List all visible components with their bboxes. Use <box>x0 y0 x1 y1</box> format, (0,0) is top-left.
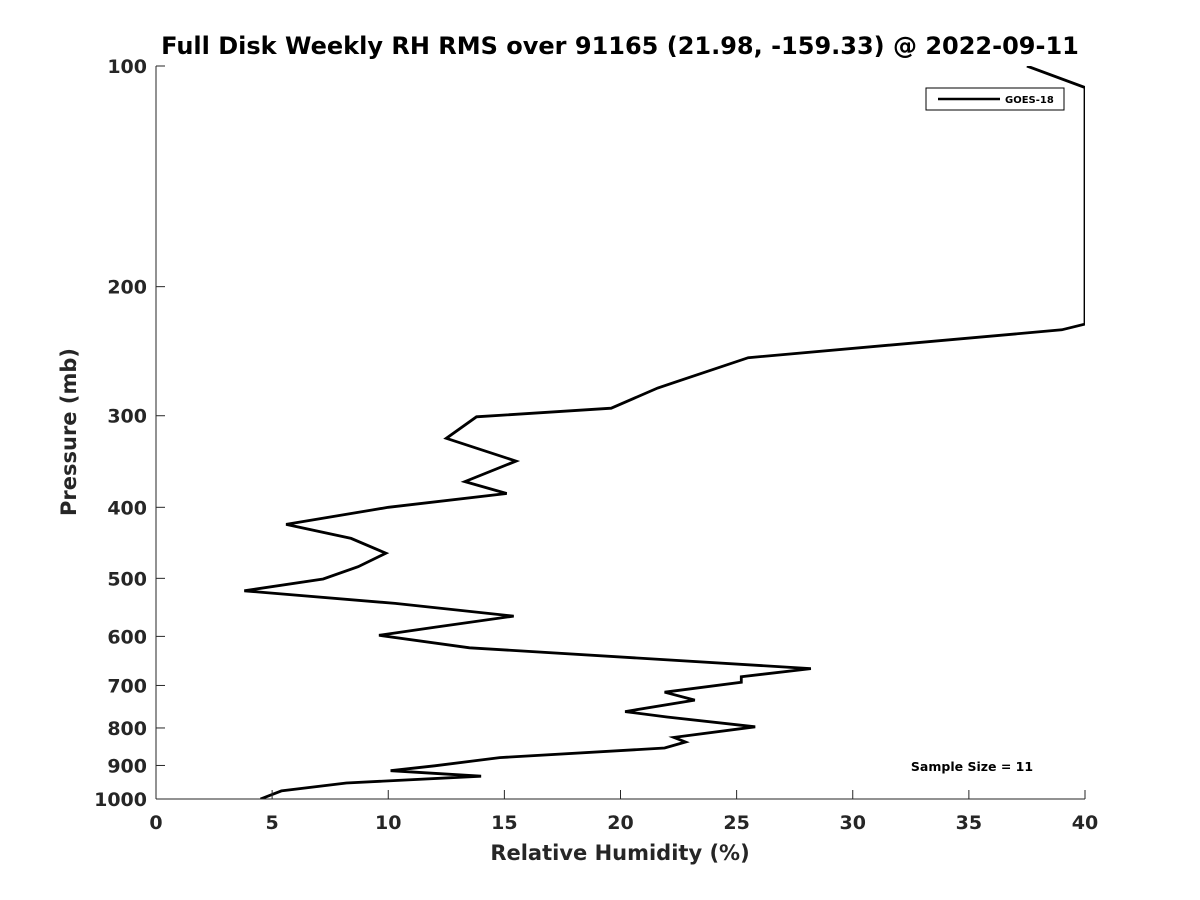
y-tick-label: 600 <box>107 626 147 648</box>
chart-title: Full Disk Weekly RH RMS over 91165 (21.9… <box>161 32 1079 60</box>
y-tick-label: 1000 <box>94 789 147 811</box>
y-tick-label: 300 <box>107 406 147 428</box>
y-tick-label: 900 <box>107 755 147 777</box>
y-tick-label: 200 <box>107 277 147 299</box>
x-tick-label: 10 <box>375 812 401 834</box>
y-tick-label: 400 <box>107 497 147 519</box>
y-axis-label: Pressure (mb) <box>57 348 81 516</box>
series-line-goes-18 <box>244 66 1085 799</box>
x-tick-label: 35 <box>956 812 982 834</box>
y-tick-label: 800 <box>107 718 147 740</box>
y-axis-ticks: 100 200 300 400 500 600 700 800 900 1000 <box>94 56 165 811</box>
plot-area <box>155 66 1085 800</box>
x-tick-label: 25 <box>723 812 749 834</box>
y-tick-label: 500 <box>107 568 147 590</box>
legend-label-goes-18: GOES-18 <box>1005 95 1054 106</box>
x-tick-label: 20 <box>607 812 633 834</box>
x-tick-label: 40 <box>1072 812 1098 834</box>
y-tick-label: 700 <box>107 675 147 697</box>
x-tick-label: 30 <box>840 812 866 834</box>
x-axis-ticks: 0 5 10 15 20 25 30 35 40 <box>149 790 1098 834</box>
x-tick-label: 0 <box>149 812 162 834</box>
x-tick-label: 5 <box>266 812 279 834</box>
x-tick-label: 15 <box>491 812 517 834</box>
legend: GOES-18 <box>925 87 1065 111</box>
y-tick-label: 100 <box>107 56 147 78</box>
sample-size-annotation: Sample Size = 11 <box>911 759 1033 774</box>
x-axis-label: Relative Humidity (%) <box>490 841 749 865</box>
